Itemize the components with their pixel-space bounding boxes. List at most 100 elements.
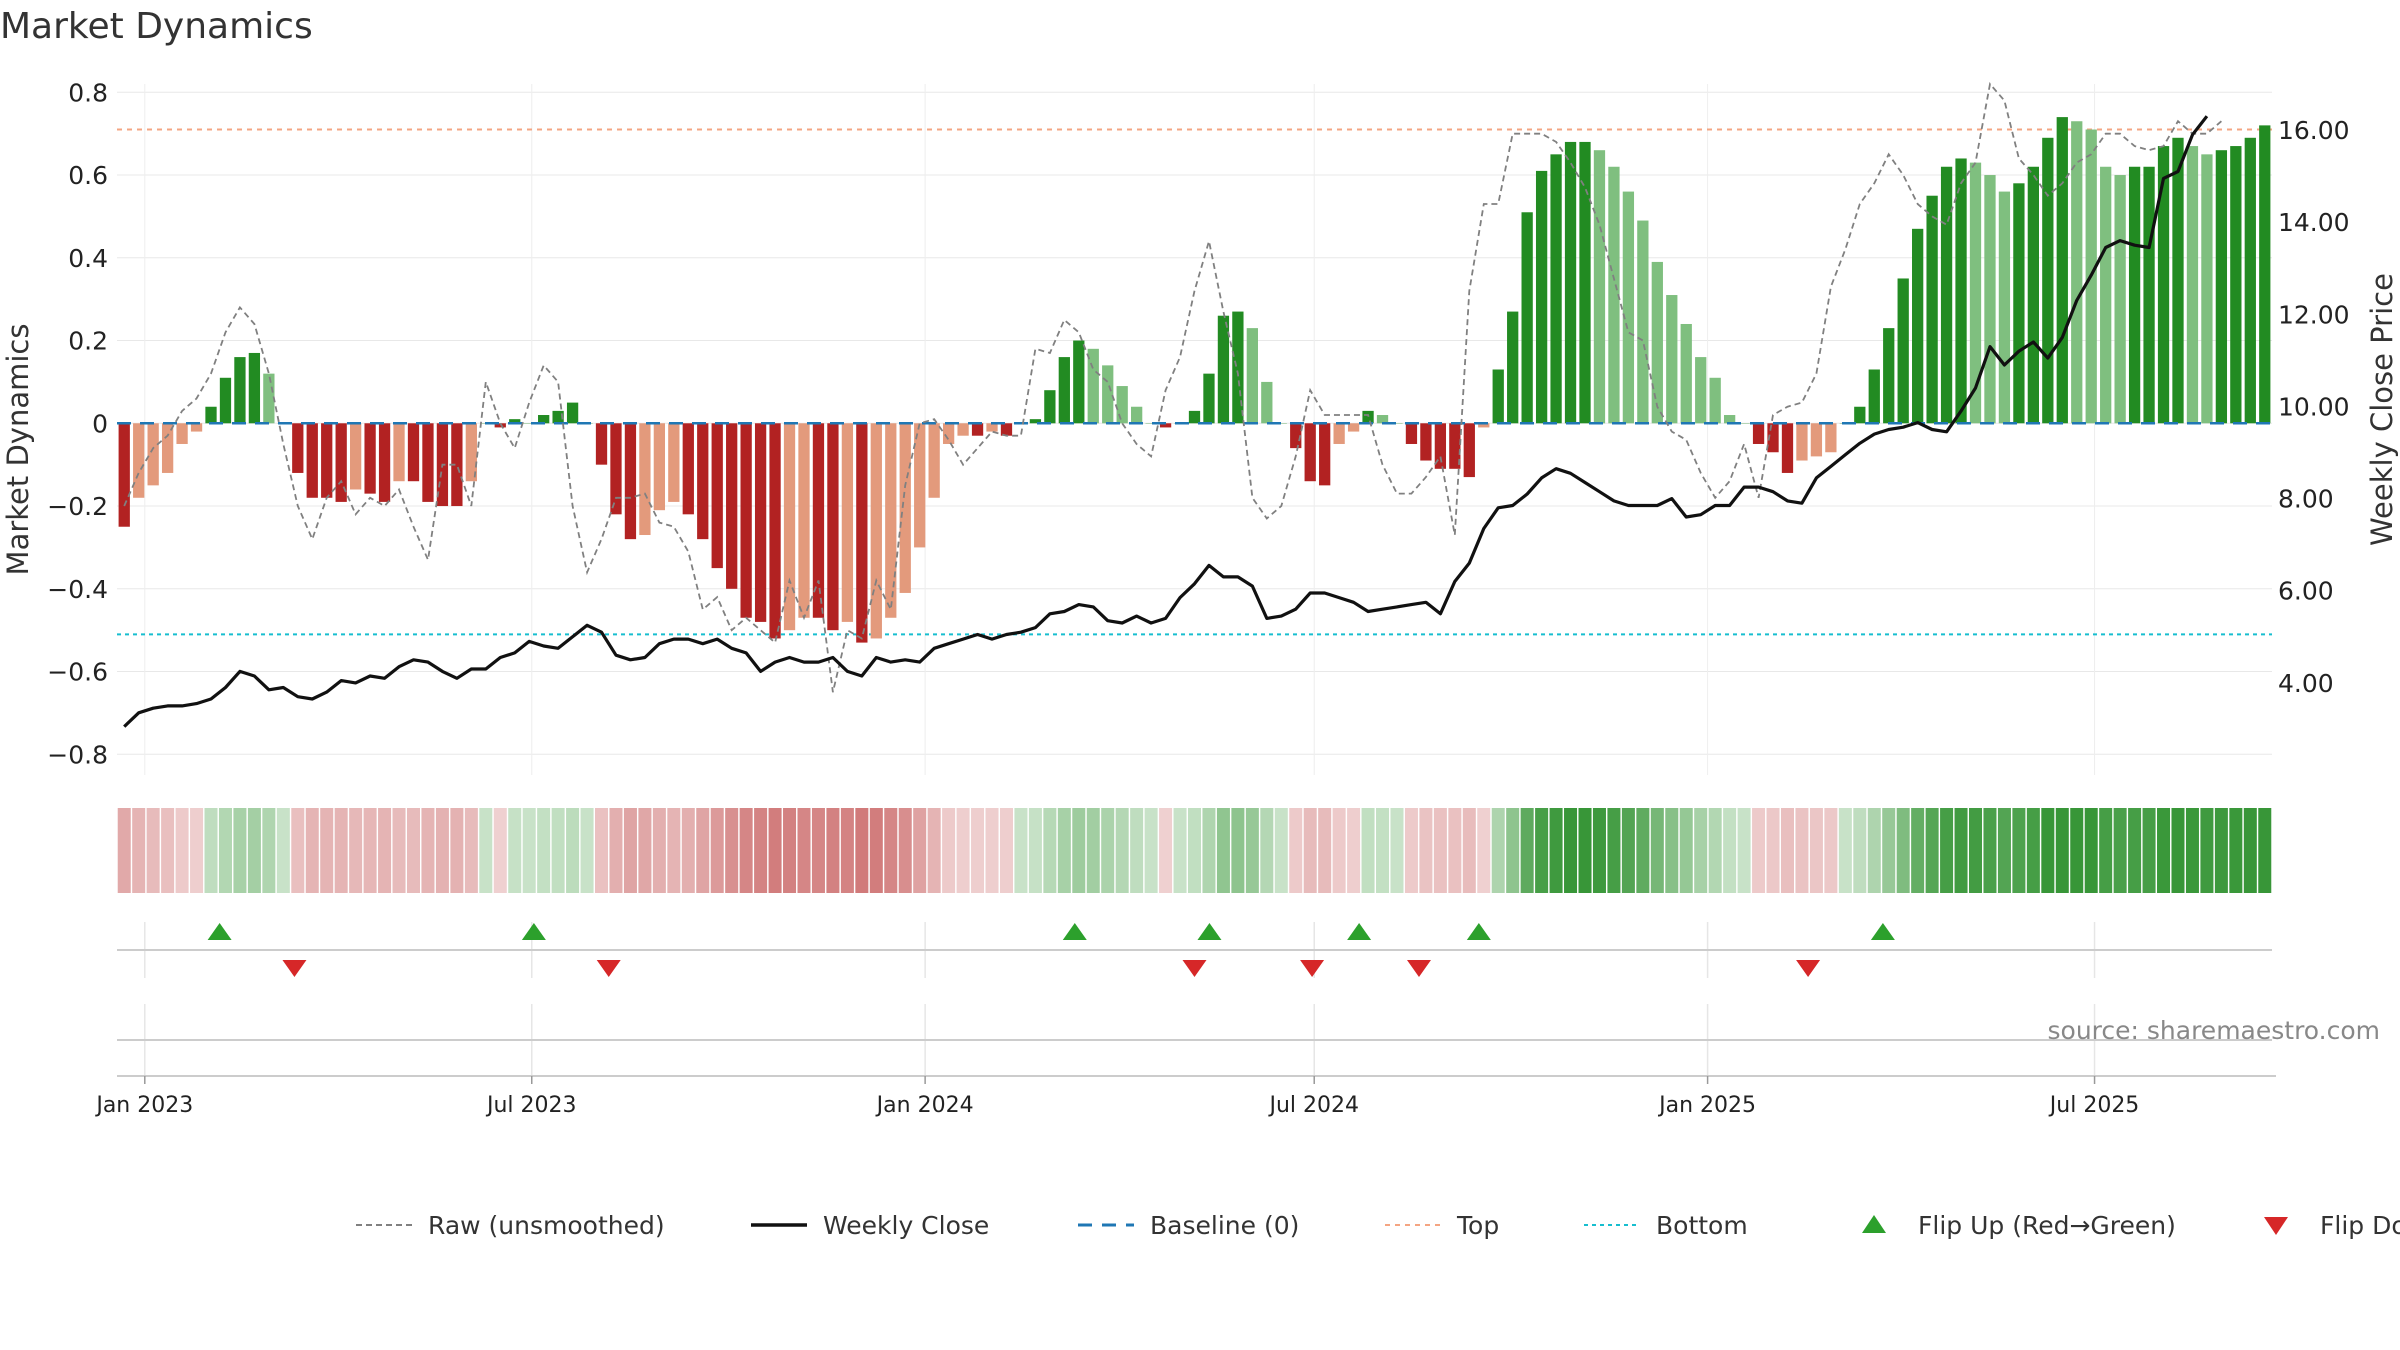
strip-cell [1636,808,1650,893]
strip-cell [1144,808,1158,893]
strip-cell [1433,808,1447,893]
dynamics-bar [234,357,246,424]
dynamics-bar [292,423,304,473]
strip-cell [855,808,869,893]
strip-cell [768,808,782,893]
close-series [123,115,2209,728]
strip-cell [117,808,131,893]
strip-cell [1332,808,1346,893]
dynamics-bar [1666,295,1678,424]
dynamics-bar [2157,146,2170,424]
dynamics-bar [1969,162,1982,424]
strip-cell [479,808,493,893]
dynamics-bar [1984,175,1996,424]
strip-cell [652,808,666,893]
strip-cell [1491,808,1505,893]
dynamics-bar [1217,315,1230,424]
legend-swatch [1862,1215,1886,1233]
dynamics-bar [668,423,680,502]
dynamics-bar [1116,386,1128,424]
y-right-tick-label: 12.00 [2278,300,2350,329]
strip-cell [1289,808,1303,893]
dynamics-bar [2186,146,2199,424]
strip-cell [1043,808,1057,893]
strip-cell [262,808,276,893]
strip-cell [2258,808,2272,893]
dynamics-bar [914,423,926,548]
y-right-tick-label: 8.00 [2278,485,2334,514]
dynamics-bar [1405,423,1418,444]
legend-label: Weekly Close [823,1211,989,1240]
dynamics-bar [986,423,998,432]
dynamics-bar [1232,311,1244,424]
flip-up-marker [1466,923,1491,940]
flip-markers [117,923,2272,977]
strip-cell [869,808,883,893]
strip-cell [435,808,449,893]
strip-cell [1911,808,1925,893]
strip-cell [971,808,985,893]
strip-cell [942,808,956,893]
strip-cell [609,808,623,893]
strip-cell [1216,808,1230,893]
strip-cell [2084,808,2098,893]
flip-down-marker [1182,960,1207,977]
strip-cell [1376,808,1390,893]
strip-cell [1202,808,1216,893]
strip-cell [2185,808,2199,893]
flip-down-marker [1300,960,1325,977]
weekly-close-line [123,115,2209,728]
strip-cell [1419,808,1433,893]
flip-down-marker [1796,960,1821,977]
y-left-tick-label: 0.2 [68,327,108,356]
date-tick-label: Jul 2024 [1267,1093,1359,1118]
strip-cell [406,808,421,893]
dynamics-bar [812,423,825,618]
strip-cell [1390,808,1404,893]
strip-cell [2214,808,2228,893]
dynamics-bar [726,423,738,589]
dynamics-bar [147,423,159,486]
strip-cell [1621,808,1635,893]
strip-cell [1028,808,1042,893]
dynamics-bar [1535,170,1548,424]
dynamics-bar [1912,228,1924,424]
dynamics-bar [1261,381,1273,424]
y-left-tick-label: −0.4 [47,575,108,604]
strip-cell [1853,808,1867,893]
strip-cell [1809,808,1823,893]
strip-cell [1535,808,1549,893]
strip-cell [1578,808,1592,893]
dynamics-bar [1275,423,1287,424]
dynamics-bar [841,423,854,622]
dynamics-bar [1319,423,1331,486]
dynamics-bar [1680,323,1692,424]
raw-series [123,81,2222,693]
strip-cell [754,808,768,893]
strip-cell [1231,808,1245,893]
dynamics-bar [624,423,637,540]
dynamics-bar [1102,365,1114,424]
dynamics-bar [1434,423,1447,469]
flip-up-marker [521,923,546,940]
legend-item-flip_up: Flip Up (Red→Green) [1862,1211,2176,1240]
dynamics-bar [393,423,405,482]
strip-cell [1303,808,1317,893]
dynamics-bar [552,410,564,424]
dynamics-bar [1752,423,1765,444]
dynamics-bar [1695,357,1707,424]
dynamics-bar [321,423,333,498]
dynamics-bar [248,352,261,424]
strip-cell [927,808,941,893]
dynamics-bar [118,423,130,527]
strip-cell [595,808,609,893]
dynamics-bar [2201,154,2213,424]
dynamics-bar [335,423,347,502]
strip-cell [1130,808,1144,893]
dynamics-bar [1131,406,1143,424]
strip-cell [551,808,565,893]
strip-cell [1347,808,1361,893]
dynamics-bar [610,423,622,515]
strip-cell [2142,808,2156,893]
dynamics-bar [1333,423,1345,444]
